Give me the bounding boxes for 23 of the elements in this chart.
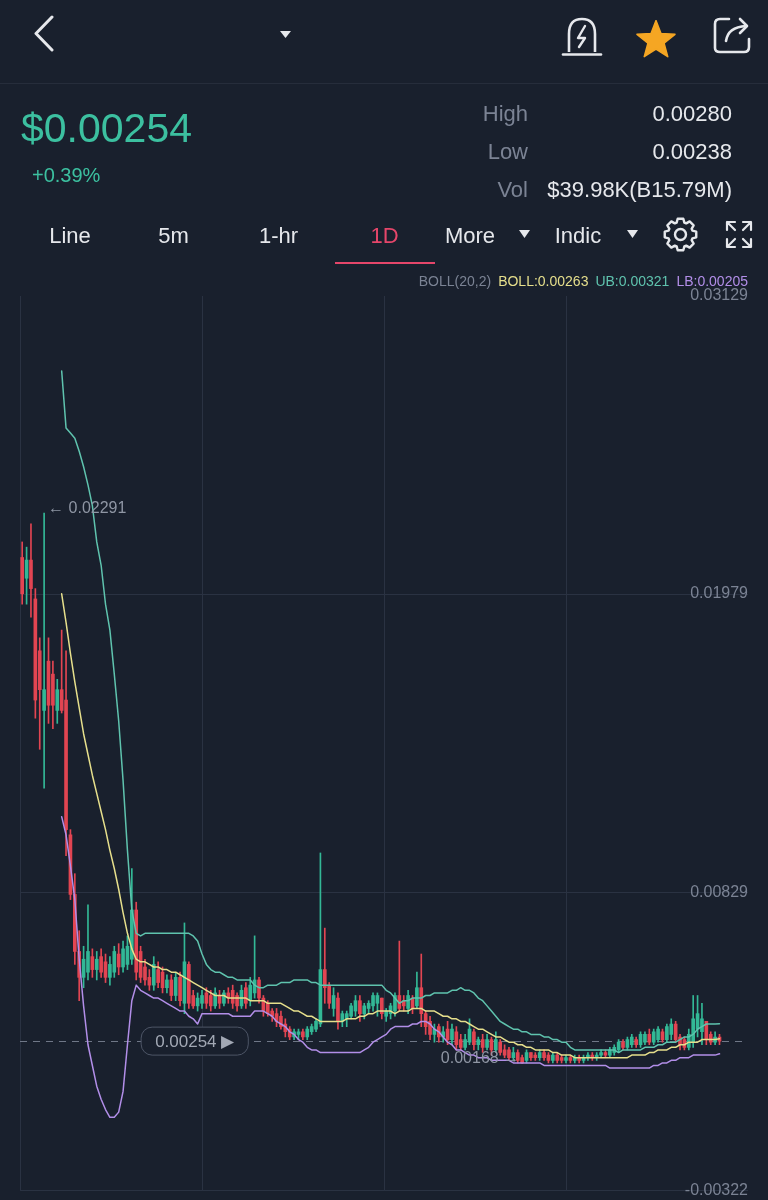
text: UB:0.00321 [595, 273, 670, 289]
text: Low [487, 139, 528, 165]
text: 0.00238 [652, 139, 732, 165]
text: BOLL:0.00263 [498, 273, 589, 289]
y-tick-label: 0.00829 [690, 882, 749, 900]
legend-title: BOLL(20,2) [418, 273, 492, 289]
text: $39.98K(B15.79M) [547, 177, 732, 203]
text: High [482, 101, 528, 127]
text: 0.00280 [652, 101, 732, 127]
ref-line-label: 0.00254 ▶ [155, 1031, 236, 1051]
text: 1-hr [258, 223, 299, 249]
chart-subtitle: +0.39% [32, 164, 101, 187]
text: Indic [554, 223, 602, 249]
text: 1D [370, 223, 399, 249]
text: Vol [497, 177, 528, 203]
y-tick-label: 0.03129 [690, 286, 749, 304]
y-tick-label: 0.01979 [690, 584, 749, 602]
y-tick-label: -0.00322 [684, 1180, 749, 1198]
text: Line [49, 223, 91, 249]
text: More [444, 223, 496, 249]
chart-title: $0.00254 [21, 105, 193, 152]
text: LB:0.00205 [676, 273, 748, 289]
text: 5m [158, 223, 189, 249]
